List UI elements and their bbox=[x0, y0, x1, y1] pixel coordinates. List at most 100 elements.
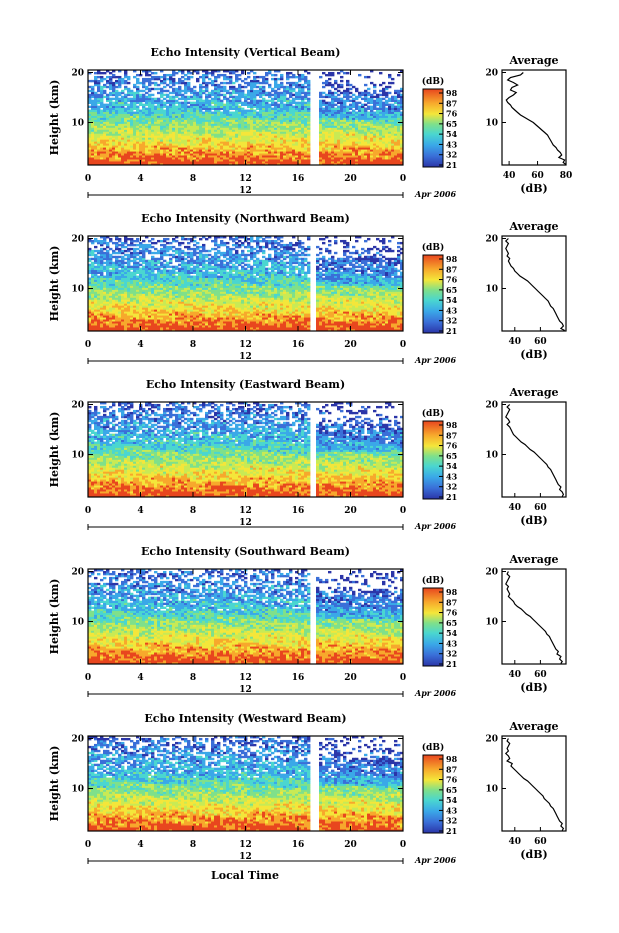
heatmap-cell bbox=[334, 104, 337, 106]
heatmap-cell bbox=[241, 80, 244, 82]
heatmap-cell bbox=[295, 76, 298, 78]
heatmap-cell bbox=[388, 98, 391, 100]
heatmap-cell bbox=[322, 72, 325, 74]
y-axis-label: Height (km) bbox=[48, 80, 61, 156]
profile-y-tick-label: 20 bbox=[485, 69, 498, 79]
heatmap-cell bbox=[151, 88, 154, 90]
heatmap-cell bbox=[301, 84, 304, 86]
heatmap-cell bbox=[190, 88, 193, 90]
heatmap-cell bbox=[220, 86, 223, 88]
heatmap-cell bbox=[202, 90, 205, 92]
heatmap-cell bbox=[163, 86, 166, 88]
heatmap-cell bbox=[166, 94, 169, 96]
heatmap-cell bbox=[187, 102, 190, 104]
heatmap-cell bbox=[256, 90, 259, 92]
heatmap-cell bbox=[289, 72, 292, 74]
heatmap-cell bbox=[100, 76, 103, 78]
heatmap-cell bbox=[304, 76, 307, 78]
heatmap-cell bbox=[178, 86, 181, 88]
heatmap-cell bbox=[253, 76, 256, 78]
heatmap-cell bbox=[97, 94, 100, 96]
heatmap-cell bbox=[151, 98, 154, 100]
heatmap-cell bbox=[151, 72, 154, 74]
heatmap-cell bbox=[340, 76, 343, 78]
heatmap-cell bbox=[262, 76, 265, 78]
heatmap-cell bbox=[253, 110, 256, 112]
heatmap-cell bbox=[223, 82, 226, 84]
panel-title: Echo Intensity (Northward Beam) bbox=[141, 212, 350, 225]
heatmap-cell bbox=[118, 98, 121, 100]
heatmap-cell bbox=[391, 96, 394, 98]
heatmap-cell bbox=[217, 74, 220, 76]
month-label: Apr 2006 bbox=[414, 189, 457, 199]
heatmap-cell bbox=[292, 98, 295, 100]
heatmap-cell bbox=[115, 90, 118, 92]
heatmap-cell bbox=[106, 94, 109, 96]
heatmap-cell bbox=[181, 76, 184, 78]
heatmap-cell bbox=[322, 92, 325, 94]
x-tick-label: 12 bbox=[239, 174, 252, 184]
heatmap-cell bbox=[187, 76, 190, 78]
heatmap-cell bbox=[292, 82, 295, 84]
heatmap-cell bbox=[148, 88, 151, 90]
heatmap-cell bbox=[301, 96, 304, 98]
heatmap-cell bbox=[274, 102, 277, 104]
heatmap-cell bbox=[235, 74, 238, 76]
heatmap-cell bbox=[148, 94, 151, 96]
heatmap-cell bbox=[127, 82, 130, 84]
heatmap-cell bbox=[223, 86, 226, 88]
heatmap-cell bbox=[145, 108, 148, 110]
heatmap-cell bbox=[97, 80, 100, 82]
heatmap-cell bbox=[304, 102, 307, 104]
heatmap-cell bbox=[172, 88, 175, 90]
heatmap-cell bbox=[181, 94, 184, 96]
heatmap-cell bbox=[163, 102, 166, 104]
heatmap-cell bbox=[157, 92, 160, 94]
heatmap-cell bbox=[301, 74, 304, 76]
heatmap-cell bbox=[346, 80, 349, 82]
heatmap-cell bbox=[163, 74, 166, 76]
heatmap-cell bbox=[307, 80, 310, 82]
heatmap-cell bbox=[280, 92, 283, 94]
heatmap-cell bbox=[328, 90, 331, 92]
heatmap-cell bbox=[94, 72, 97, 74]
heatmap-cell bbox=[115, 76, 118, 78]
heatmap-cell bbox=[250, 80, 253, 82]
heatmap-cell bbox=[238, 106, 241, 108]
heatmap-cell bbox=[304, 92, 307, 94]
heatmap-cell bbox=[343, 72, 346, 74]
heatmap-cell bbox=[256, 80, 259, 82]
heatmap-cell bbox=[373, 96, 376, 98]
heatmap-cell bbox=[256, 100, 259, 102]
heatmap-cell bbox=[202, 112, 205, 114]
heatmap-cell bbox=[211, 106, 214, 108]
heatmap-cell bbox=[154, 88, 157, 90]
heatmap-cell bbox=[292, 106, 295, 108]
heatmap-cell bbox=[205, 94, 208, 96]
heatmap-cell bbox=[361, 98, 364, 100]
heatmap-cell bbox=[367, 98, 370, 100]
heatmap-cell bbox=[103, 78, 106, 80]
heatmap-cell bbox=[289, 76, 292, 78]
heatmap-cell bbox=[373, 84, 376, 86]
heatmap-cell bbox=[385, 108, 388, 110]
heatmap-cell bbox=[124, 108, 127, 110]
heatmap-cell bbox=[118, 92, 121, 94]
heatmap-cell bbox=[229, 92, 232, 94]
heatmap-cell bbox=[166, 84, 169, 86]
heatmap-cell bbox=[187, 96, 190, 98]
heatmap-cell bbox=[160, 76, 163, 78]
heatmap-cell bbox=[211, 80, 214, 82]
profile-y-tick-label: 10 bbox=[485, 119, 498, 129]
heatmap-cell bbox=[274, 78, 277, 80]
heatmap-cell bbox=[106, 104, 109, 106]
colorbar-tick-label: 87 bbox=[446, 98, 457, 108]
heatmap-cell bbox=[97, 76, 100, 78]
heatmap-cell bbox=[319, 92, 322, 94]
heatmap-cell bbox=[202, 100, 205, 102]
heatmap-cell bbox=[157, 76, 160, 78]
heatmap-cell bbox=[142, 94, 145, 96]
heatmap-cell bbox=[133, 84, 136, 86]
heatmap-cell bbox=[133, 92, 136, 94]
heatmap-cell bbox=[151, 82, 154, 84]
